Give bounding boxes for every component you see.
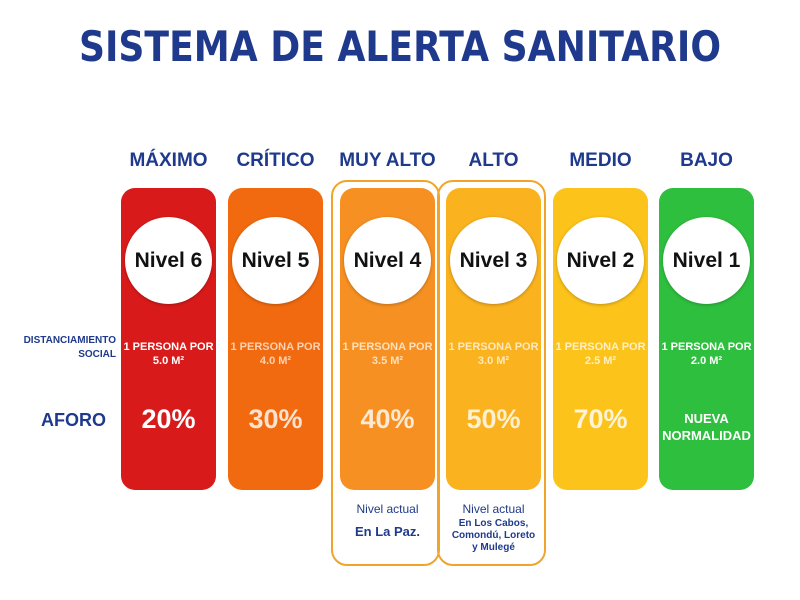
level-column-3: ALTO Nivel 3 1 PERSONA POR 3.0 M² 50% Ni… [437, 0, 546, 600]
level-badge: Nivel 5 [232, 217, 319, 304]
level-badge: Nivel 6 [125, 217, 212, 304]
current-level-region: En Los Cabos, Comondú, Loreto y Mulegé [442, 518, 545, 554]
level-number: Nivel 1 [672, 248, 741, 272]
level-number: Nivel 4 [353, 248, 422, 272]
distanciamiento-line2: 3.5 M² [371, 355, 404, 367]
level-column-2: MEDIO Nivel 2 1 PERSONA POR 2.5 M² 70% [553, 0, 648, 600]
distanciamiento-line2: 5.0 M² [152, 355, 185, 367]
distanciamiento-line2: 2.5 M² [584, 355, 617, 367]
current-level-note: Nivel actual [356, 502, 419, 516]
current-level-region-line3: y Mulegé [472, 542, 515, 553]
row-label-aforo: AFORO [41, 410, 106, 430]
level-column-6: MÁXIMO Nivel 6 1 PERSONA POR 5.0 M² 20% [121, 0, 216, 600]
level-name: ALTO [468, 150, 519, 171]
distanciamiento-value: 1 PERSONA POR 2.5 M² [553, 340, 648, 368]
distanciamiento-value: 1 PERSONA POR 3.5 M² [340, 340, 435, 368]
distanciamiento-value: 1 PERSONA POR 5.0 M² [121, 340, 216, 368]
row-label-distanciamiento: DISTANCIAMIENTO SOCIAL [8, 334, 116, 362]
aforo-line1: NUEVA [684, 411, 729, 426]
distanciamiento-line2: 2.0 M² [690, 355, 723, 367]
aforo-value: 20% [141, 404, 196, 434]
aforo-value: 70% [573, 404, 628, 434]
row-label-distanciamiento-line2: SOCIAL [78, 349, 116, 360]
current-level-note: Nivel actual [462, 502, 525, 516]
level-name: BAJO [680, 150, 733, 171]
current-level-region: En La Paz. [354, 524, 421, 539]
aforo-value: 30% [248, 404, 303, 434]
level-name: MUY ALTO [339, 150, 436, 171]
level-badge: Nivel 4 [344, 217, 431, 304]
level-badge: Nivel 3 [450, 217, 537, 304]
distanciamiento-line1: 1 PERSONA POR [448, 341, 539, 353]
level-column-4: MUY ALTO Nivel 4 1 PERSONA POR 3.5 M² 40… [331, 0, 440, 600]
level-column-5: CRÍTICO Nivel 5 1 PERSONA POR 4.0 M² 30% [228, 0, 323, 600]
current-level-outline [437, 180, 546, 566]
aforo-value: 50% [466, 404, 521, 434]
level-name: MEDIO [569, 150, 632, 171]
level-name: MÁXIMO [129, 150, 208, 171]
level-name: CRÍTICO [236, 150, 315, 171]
distanciamiento-line1: 1 PERSONA POR [230, 341, 321, 353]
distanciamiento-value: 1 PERSONA POR 4.0 M² [228, 340, 323, 368]
level-column-1: BAJO Nivel 1 1 PERSONA POR 2.0 M² NUEVA … [659, 0, 754, 600]
current-level-region-line2: Comondú, Loreto [451, 530, 536, 541]
level-badge: Nivel 2 [557, 217, 644, 304]
level-number: Nivel 6 [134, 248, 203, 272]
current-level-outline [331, 180, 440, 566]
distanciamiento-line2: 4.0 M² [259, 355, 292, 367]
aforo-line2: NORMALIDAD [662, 428, 751, 443]
level-badge: Nivel 1 [663, 217, 750, 304]
aforo-value: 40% [360, 404, 415, 434]
current-level-region-line1: En Los Cabos, [458, 518, 529, 529]
row-label-distanciamiento-line1: DISTANCIAMIENTO [23, 335, 116, 346]
distanciamiento-value: 1 PERSONA POR 2.0 M² [659, 340, 754, 368]
level-number: Nivel 5 [241, 248, 310, 272]
distanciamiento-line1: 1 PERSONA POR [342, 341, 433, 353]
distanciamiento-value: 1 PERSONA POR 3.0 M² [446, 340, 541, 368]
page-title: SISTEMA DE ALERTA SANITARIO [78, 22, 722, 71]
level-number: Nivel 2 [566, 248, 635, 272]
level-number: Nivel 3 [459, 248, 528, 272]
distanciamiento-line2: 3.0 M² [477, 355, 510, 367]
distanciamiento-line1: 1 PERSONA POR [555, 341, 646, 353]
distanciamiento-line1: 1 PERSONA POR [123, 341, 214, 353]
distanciamiento-line1: 1 PERSONA POR [661, 341, 752, 353]
aforo-value: NUEVA NORMALIDAD [659, 410, 754, 444]
